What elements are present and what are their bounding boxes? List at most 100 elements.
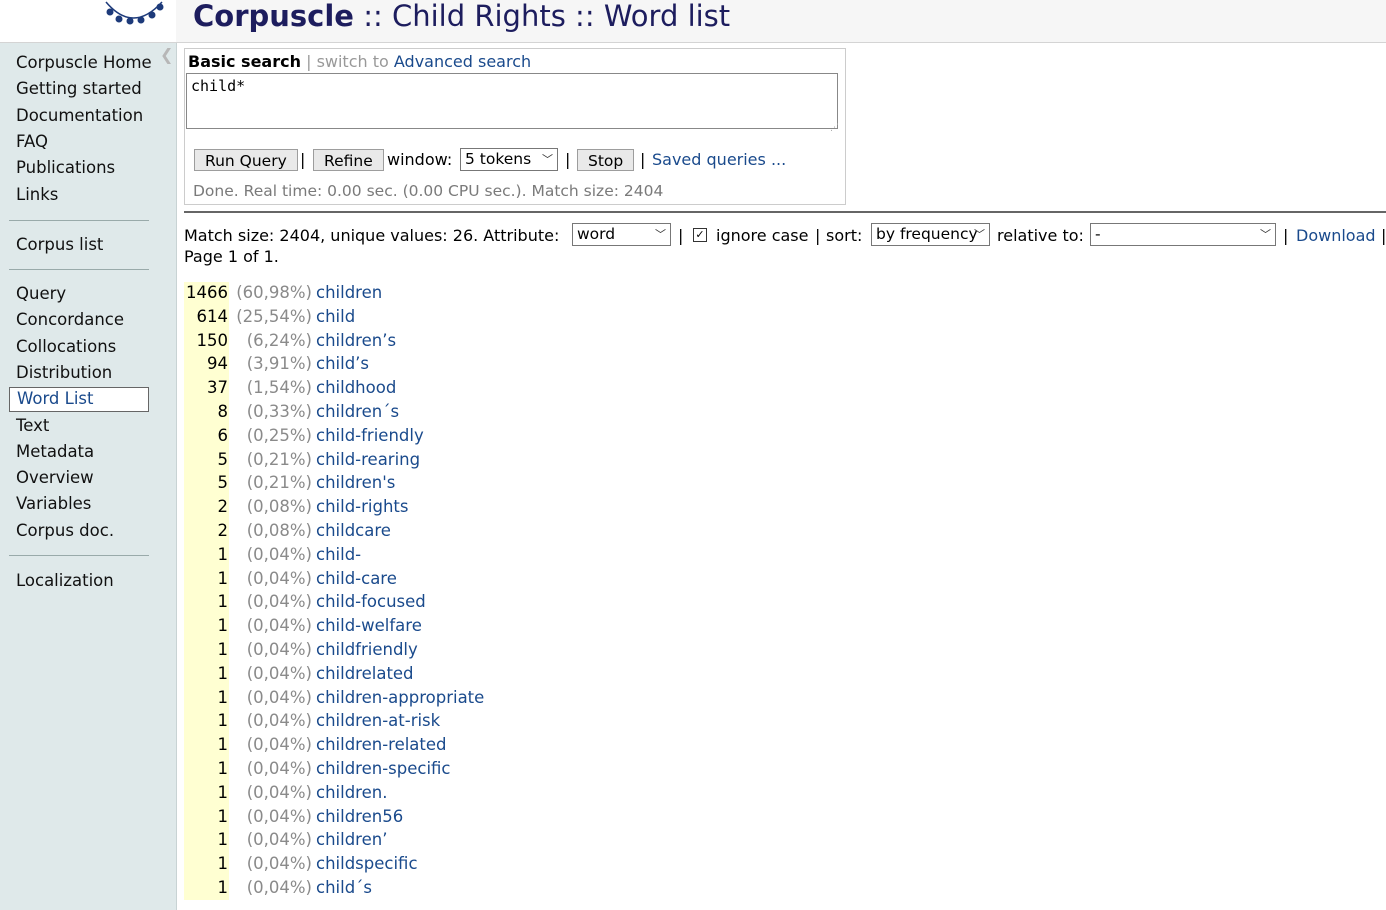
sidebar-item-getting-started[interactable]: Getting started <box>16 79 142 99</box>
chevron-down-icon: ﹀ <box>655 228 666 241</box>
sidebar-item-word-list[interactable]: Word List <box>17 389 94 409</box>
word-percentage: (60,98%) <box>236 283 312 302</box>
word-link[interactable]: children´s <box>316 402 400 421</box>
refine-button[interactable]: Refine <box>313 149 384 171</box>
divider <box>184 211 1386 213</box>
run-query-button[interactable]: Run Query <box>194 149 298 171</box>
chevron-left-icon[interactable]: ❮ <box>160 45 174 64</box>
sidebar: ❮ Corpuscle Home Getting started Documenta… <box>0 43 177 910</box>
word-percentage: (25,54%) <box>236 306 312 326</box>
word-link[interactable]: child-rights <box>316 497 409 517</box>
sort-select[interactable]: by frequency ﹀ <box>871 223 990 246</box>
corpuscle-logo-icon[interactable] <box>100 0 166 30</box>
word-count: 1 <box>217 616 229 636</box>
frequency-column-highlight <box>184 282 229 900</box>
query-input[interactable] <box>186 73 838 129</box>
word-count: 1 <box>217 735 229 755</box>
sidebar-item-corpuscle-home[interactable]: Corpuscle Home <box>16 53 152 72</box>
sidebar-item-corpus-doc[interactable]: Corpus doc. <box>16 520 115 540</box>
sidebar-item-documentation[interactable]: Documentation <box>16 105 144 125</box>
word-link[interactable]: child-friendly <box>316 425 424 445</box>
word-count: 1 <box>217 878 229 897</box>
table-row: 1 (0,04%) child-welfare <box>184 616 422 638</box>
word-percentage: (0,08%) <box>246 521 312 540</box>
relative-to-select[interactable]: - ﹀ <box>1090 223 1276 246</box>
window-select[interactable]: 5 tokens ﹀ <box>460 148 558 171</box>
word-percentage: (0,04%) <box>246 568 312 588</box>
brand-name: Corpuscle <box>193 0 354 33</box>
advanced-search-link[interactable]: Advanced search <box>393 52 532 71</box>
word-link[interactable]: childrelated <box>316 663 414 683</box>
word-link[interactable]: child’s <box>316 354 370 374</box>
word-percentage: (3,91%) <box>246 354 312 374</box>
sidebar-item-variables[interactable]: Variables <box>16 494 92 514</box>
sidebar-item-distribution[interactable]: Distribution <box>16 362 113 382</box>
word-link[interactable]: children's <box>316 473 396 493</box>
table-row: 1 (0,04%) child-focused <box>184 592 426 614</box>
word-count: 1 <box>217 687 229 707</box>
title-separator: :: <box>353 0 392 33</box>
separator: | <box>640 150 646 169</box>
sidebar-item-links[interactable]: Links <box>16 184 59 204</box>
word-link[interactable]: childhood <box>316 378 397 398</box>
sidebar-item-text[interactable]: Text <box>16 415 50 435</box>
word-link[interactable]: children <box>316 283 383 302</box>
word-link[interactable]: children-related <box>316 735 447 755</box>
sidebar-item-localization[interactable]: Localization <box>16 571 114 590</box>
word-percentage: (0,04%) <box>246 616 312 636</box>
word-link[interactable]: children-specific <box>316 759 451 778</box>
word-link[interactable]: child-focused <box>316 592 426 612</box>
word-percentage: (0,21%) <box>246 473 312 493</box>
download-link[interactable]: Download <box>1296 226 1376 245</box>
word-count: 8 <box>217 402 229 421</box>
table-row: 1 (0,04%) childspecific <box>184 854 418 876</box>
word-link[interactable]: children’s <box>316 330 397 350</box>
word-link[interactable]: children-at-risk <box>316 711 441 731</box>
page-info: Page 1 of 1. <box>184 247 279 266</box>
sidebar-item-concordance[interactable]: Concordance <box>16 310 124 330</box>
word-percentage: (0,25%) <box>246 425 312 445</box>
sidebar-item-metadata[interactable]: Metadata <box>16 441 95 461</box>
word-count: 1 <box>217 711 229 731</box>
attribute-select[interactable]: word ﹀ <box>572 223 671 246</box>
ignore-case-checkbox[interactable]: ✓ <box>693 228 707 242</box>
saved-queries-link[interactable]: Saved queries ... <box>652 150 787 169</box>
word-link[interactable]: children’ <box>316 830 388 850</box>
separator: | <box>1283 226 1289 245</box>
word-link[interactable]: child´s <box>316 878 373 897</box>
word-link[interactable]: childspecific <box>316 854 418 874</box>
word-link[interactable]: child-welfare <box>316 616 422 636</box>
sidebar-item-faq[interactable]: FAQ <box>16 131 48 151</box>
sidebar-item-collocations[interactable]: Collocations <box>16 336 117 356</box>
word-percentage: (0,04%) <box>246 687 312 707</box>
word-count: 1 <box>217 830 229 850</box>
word-link[interactable]: child <box>316 306 356 326</box>
word-link[interactable]: child-rearing <box>316 449 421 469</box>
word-percentage: (0,04%) <box>246 782 312 802</box>
relative-to-select-value: - <box>1095 225 1101 243</box>
search-mode-bar: Basic search | switch to Advanced search <box>188 52 531 71</box>
sidebar-item-publications[interactable]: Publications <box>16 158 116 178</box>
word-count: 1 <box>217 782 229 802</box>
word-percentage: (0,04%) <box>246 806 312 826</box>
table-row: 1 (0,04%) children-specific <box>184 759 451 781</box>
word-link[interactable]: childfriendly <box>316 640 418 659</box>
sidebar-item-query[interactable]: Query <box>16 284 67 303</box>
active-nav-highlight <box>9 387 149 412</box>
sidebar-item-corpus-list[interactable]: Corpus list <box>16 235 104 254</box>
table-row: 1 (0,04%) childrelated <box>184 664 414 686</box>
stop-button[interactable]: Stop <box>577 149 635 171</box>
resize-grip-icon[interactable]: ⋰ <box>830 123 839 133</box>
page-header: Corpuscle :: Child Rights :: Word list <box>0 0 1386 43</box>
word-link[interactable]: child- <box>316 544 362 564</box>
sidebar-item-overview[interactable]: Overview <box>16 468 94 488</box>
chevron-down-icon: ﹀ <box>974 228 985 241</box>
word-link[interactable]: childcare <box>316 521 391 540</box>
table-row: 5 (0,21%) children's <box>184 473 396 495</box>
word-link[interactable]: children-appropriate <box>316 687 485 707</box>
table-row: 94 (3,91%) child’s <box>184 354 369 376</box>
word-link[interactable]: children. <box>316 782 388 802</box>
word-percentage: (0,04%) <box>246 759 312 778</box>
word-link[interactable]: child-care <box>316 568 397 588</box>
word-link[interactable]: children56 <box>316 806 404 826</box>
